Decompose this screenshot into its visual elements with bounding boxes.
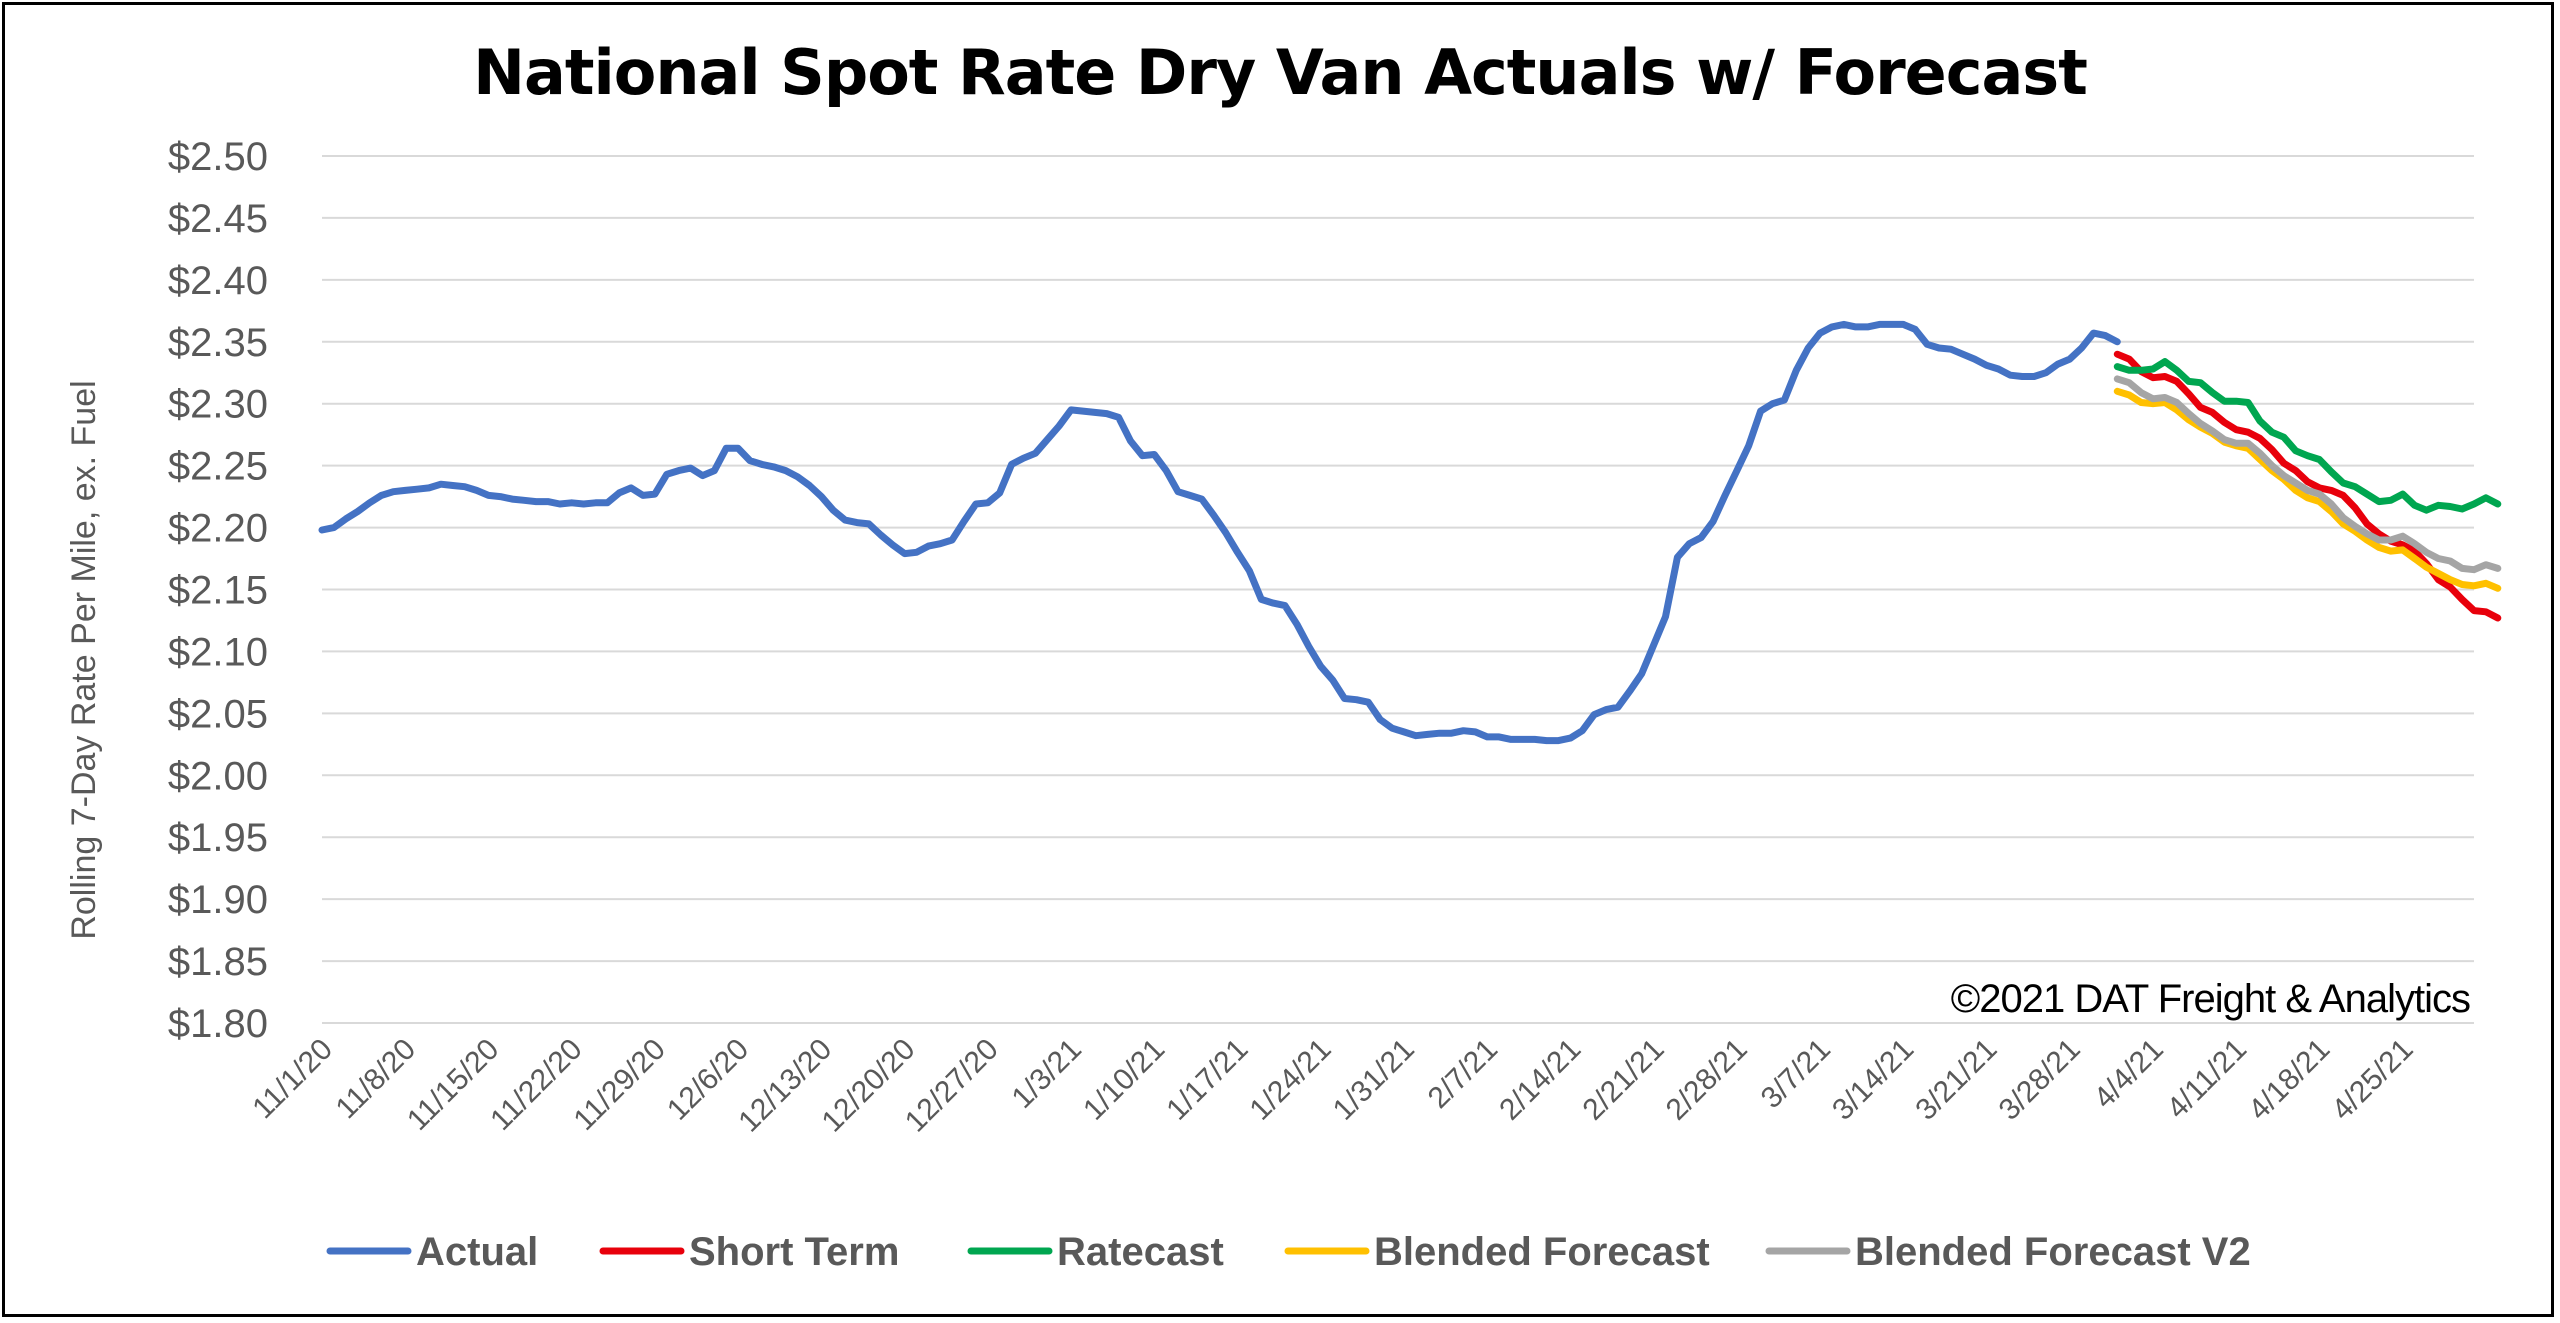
x-tick-label: 3/21/21: [1909, 1033, 2003, 1127]
x-tick-label: 4/25/21: [2326, 1033, 2420, 1127]
x-tick-label: 3/14/21: [1826, 1033, 1920, 1127]
x-tick-label: 1/10/21: [1077, 1033, 1171, 1127]
legend: Actual Short Term Ratecast Blended Forecast…: [326, 1230, 2251, 1274]
y-tick-label: $1.95: [168, 816, 268, 860]
chart-title: National Spot Rate Dry Van Actuals w/ Fo…: [473, 36, 2088, 109]
legend-label-ratecast: Ratecast: [1057, 1230, 1224, 1274]
x-tick-label: 11/29/20: [568, 1033, 672, 1137]
x-tick-label: 1/17/21: [1160, 1033, 1254, 1127]
y-tick-label: $2.35: [168, 321, 268, 365]
y-tick-label: $2.20: [168, 507, 268, 551]
legend-label-blended-forecast: Blended Forecast: [1374, 1230, 1710, 1274]
y-tick-label: $1.90: [168, 878, 268, 922]
x-tick-label: 4/4/21: [2088, 1033, 2170, 1115]
x-tick-label: 3/7/21: [1755, 1033, 1837, 1115]
series-lines: [318, 320, 2502, 745]
y-tick-label: $2.10: [168, 630, 268, 674]
x-axis-tick-labels: 11/1/2011/8/2011/15/2011/22/2011/29/2012…: [246, 1033, 2419, 1139]
x-tick-label: 4/11/21: [2161, 1033, 2254, 1126]
x-tick-label: 3/28/21: [1993, 1033, 2087, 1127]
y-tick-label: $2.40: [168, 259, 268, 303]
x-tick-label: 11/1/20: [246, 1033, 339, 1126]
y-tick-label: $2.15: [168, 569, 268, 613]
y-tick-label: $1.80: [168, 1002, 268, 1046]
y-tick-label: $2.45: [168, 197, 268, 241]
x-tick-label: 4/18/21: [2242, 1033, 2336, 1127]
x-tick-label: 11/15/20: [401, 1033, 505, 1137]
x-tick-label: 1/24/21: [1244, 1033, 1338, 1127]
copyright-annotation: ©2021 DAT Freight & Analytics: [1951, 977, 2470, 1021]
x-tick-label: 12/27/20: [899, 1033, 1005, 1139]
legend-label-short-term: Short Term: [689, 1230, 899, 1274]
series-line-actual: [318, 320, 2121, 745]
y-tick-label: $1.85: [168, 940, 268, 984]
series-line-blended-forecast: [2113, 387, 2502, 592]
gridlines: [322, 155, 2474, 1024]
x-tick-label: 2/21/21: [1576, 1033, 1670, 1127]
x-tick-label: 1/31/21: [1327, 1033, 1421, 1127]
legend-label-blended-forecast-v2: Blended Forecast V2: [1855, 1230, 2251, 1274]
x-tick-label: 11/22/20: [484, 1033, 588, 1137]
y-tick-label: $2.25: [168, 445, 268, 489]
x-tick-label: 1/3/21: [1006, 1033, 1088, 1115]
x-tick-label: 2/7/21: [1422, 1033, 1504, 1115]
y-tick-label: $2.00: [168, 754, 268, 798]
y-tick-label: $2.30: [168, 383, 268, 427]
x-tick-label: 2/28/21: [1660, 1033, 1754, 1127]
y-axis-label: Rolling 7-Day Rate Per Mile, ex. Fuel: [65, 380, 103, 939]
y-tick-label: $2.05: [168, 692, 268, 736]
x-tick-label: 2/14/21: [1493, 1033, 1587, 1127]
series-line-ratecast: [2113, 358, 2502, 514]
y-tick-label: $2.50: [168, 135, 268, 179]
y-axis-tick-labels: $1.80 $1.85 $1.90 $1.95 $2.00 $2.05 $2.10 $2.15…: [168, 135, 268, 1046]
legend-label-actual: Actual: [416, 1230, 538, 1274]
series-line-blended-forecast-v2: [2113, 375, 2502, 574]
